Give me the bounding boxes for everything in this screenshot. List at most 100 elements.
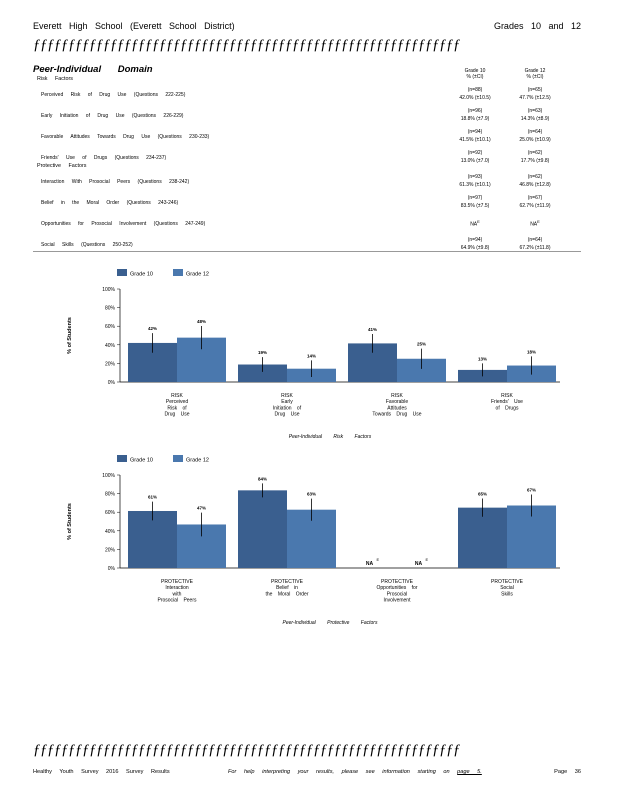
legend-label: Grade 12 <box>186 272 209 278</box>
category-label: PROTECTIVE <box>271 579 304 585</box>
category-label: the Moral Order <box>265 591 308 597</box>
protective-factors-chart: Grade 10 Grade 12 % of Students 0% 20% 40% 60%… <box>67 455 560 626</box>
data-label: 19% <box>258 350 267 355</box>
na-note: E <box>377 557 380 562</box>
data-label: 47% <box>197 506 206 511</box>
category-label: Prosocial Peers <box>157 598 197 604</box>
category-label: Attitudes <box>387 405 407 411</box>
report-title: Everett High School (Everett School Dist… <box>33 21 235 31</box>
grade10-value: 18.8% (±7.9) <box>460 116 490 122</box>
category-label: PROTECTIVE <box>161 579 194 585</box>
y-tick-label: 20% <box>105 547 116 553</box>
grade10-n: (n=94) <box>467 129 483 135</box>
grade12-value: NAE <box>530 219 540 228</box>
grade10-n: (n=97) <box>467 195 483 201</box>
y-tick-label: 80% <box>105 492 116 498</box>
y-axis-label: % of Students <box>67 317 73 354</box>
legend-swatch <box>117 455 127 462</box>
category-label: Belief in <box>276 585 298 591</box>
grade10-value: 64.9% (±9.8) <box>460 245 490 251</box>
grade10-n: (n=96) <box>467 108 483 114</box>
grade12-n: (n=64) <box>527 129 543 135</box>
category-label: Skills <box>501 591 513 597</box>
category-label: Involvement <box>384 598 412 604</box>
factor-label: Early Initiation of Drug Use (Questions … <box>41 113 184 119</box>
grade12-n: (n=65) <box>527 87 543 93</box>
category-label: Favorable <box>386 399 408 405</box>
footer-help: For help interpreting your results, plea… <box>228 769 482 775</box>
header-rule: ƒƒƒƒƒƒƒƒƒƒƒƒƒƒƒƒƒƒƒƒƒƒƒƒƒƒƒƒƒƒƒƒƒƒƒƒƒƒƒƒ… <box>33 37 461 53</box>
y-tick-label: 40% <box>105 529 116 535</box>
legend-swatch <box>117 269 127 276</box>
y-tick-label: 60% <box>105 510 116 516</box>
grade12-n: (n=64) <box>527 237 543 243</box>
data-label: 18% <box>527 349 536 354</box>
grade10-value: 42.0% (±10.5) <box>459 95 491 101</box>
legend-swatch <box>173 269 183 276</box>
data-label: 13% <box>478 356 487 361</box>
grades-label: Grades 10 and 12 <box>493 21 581 31</box>
category-label: Early <box>281 399 293 405</box>
legend-swatch <box>173 455 183 462</box>
factor-label: Favorable Attitudes Towards Drug Use (Qu… <box>41 134 210 140</box>
grade10-n: (n=93) <box>467 174 483 180</box>
data-label: 61% <box>148 495 157 500</box>
y-tick-label: 100% <box>102 473 115 479</box>
factor-label: Social Skills (Questions 250-252) <box>41 242 133 248</box>
risk-factors-chart: Grade 10 Grade 12 % of Students 0% 20% 40% 60%… <box>67 269 560 440</box>
table-divider <box>33 251 581 252</box>
grade12-n: (n=67) <box>527 195 543 201</box>
factor-label: Opportunities for Prosocial Involvement … <box>41 221 206 227</box>
bar <box>458 507 507 568</box>
y-axis-label: % of Students <box>67 503 73 540</box>
na-label: NA <box>415 561 423 567</box>
grade10-value: 13.0% (±7.0) <box>460 158 490 164</box>
category-label: Prosocial <box>387 591 408 597</box>
category-label: of Drugs <box>496 405 519 411</box>
y-tick-label: 0% <box>108 566 116 572</box>
y-tick-label: 100% <box>102 287 115 293</box>
grade10-value: NAE <box>470 219 480 228</box>
legend-label: Grade 12 <box>186 458 209 464</box>
y-tick-label: 40% <box>105 343 116 349</box>
data-label: 48% <box>197 319 206 324</box>
category-label: RISK <box>281 393 293 399</box>
category-label: Initiation of <box>273 405 302 411</box>
factor-label: Belief in the Moral Order (Questions 243… <box>41 200 179 206</box>
na-note: E <box>426 557 429 562</box>
data-label: 42% <box>148 326 157 331</box>
grade12-value: 46.8% (±12.8) <box>519 182 551 188</box>
factor-label: Perceived Risk of Drug Use (Questions 22… <box>41 92 186 98</box>
grade10-n: (n=88) <box>467 87 483 93</box>
bar <box>238 364 287 382</box>
chart-title: Peer-Individual Risk Factors <box>289 434 372 440</box>
category-label: Social <box>500 585 514 591</box>
chart-title: Peer-Individual Protective Factors <box>283 620 378 626</box>
category-label: Towards Drug Use <box>372 412 421 418</box>
data-label: 67% <box>527 488 536 493</box>
data-label: 14% <box>307 353 316 358</box>
category-label: Perceived <box>166 399 188 405</box>
category-label: PROTECTIVE <box>491 579 524 585</box>
data-label: 63% <box>307 492 316 497</box>
na-label: NA <box>366 561 374 567</box>
category-label: Friends' Use <box>491 399 523 405</box>
grade12-value: 14.3% (±8.9) <box>520 116 550 122</box>
bar <box>238 490 287 568</box>
grade10-value: 41.5% (±10.1) <box>459 137 491 143</box>
grade12-value: 67.2% (±11.8) <box>519 245 551 251</box>
factor-label: Friends' Use of Drugs (Questions 234-237… <box>41 155 167 161</box>
category-label: Drug Use <box>274 412 299 418</box>
category-label: Risk of <box>167 405 187 411</box>
data-label: 41% <box>368 327 377 332</box>
risk-heading: Risk Factors <box>37 76 73 82</box>
category-label: with <box>173 591 182 597</box>
y-tick-label: 80% <box>105 306 116 312</box>
y-tick-label: 20% <box>105 361 116 367</box>
bar <box>397 358 446 382</box>
page-link[interactable]: page 5. <box>457 769 482 775</box>
category-label: PROTECTIVE <box>381 579 414 585</box>
category-label: Interaction <box>165 585 189 591</box>
grade12-value: 17.7% (±9.8) <box>520 158 550 164</box>
data-label: 25% <box>417 342 426 347</box>
